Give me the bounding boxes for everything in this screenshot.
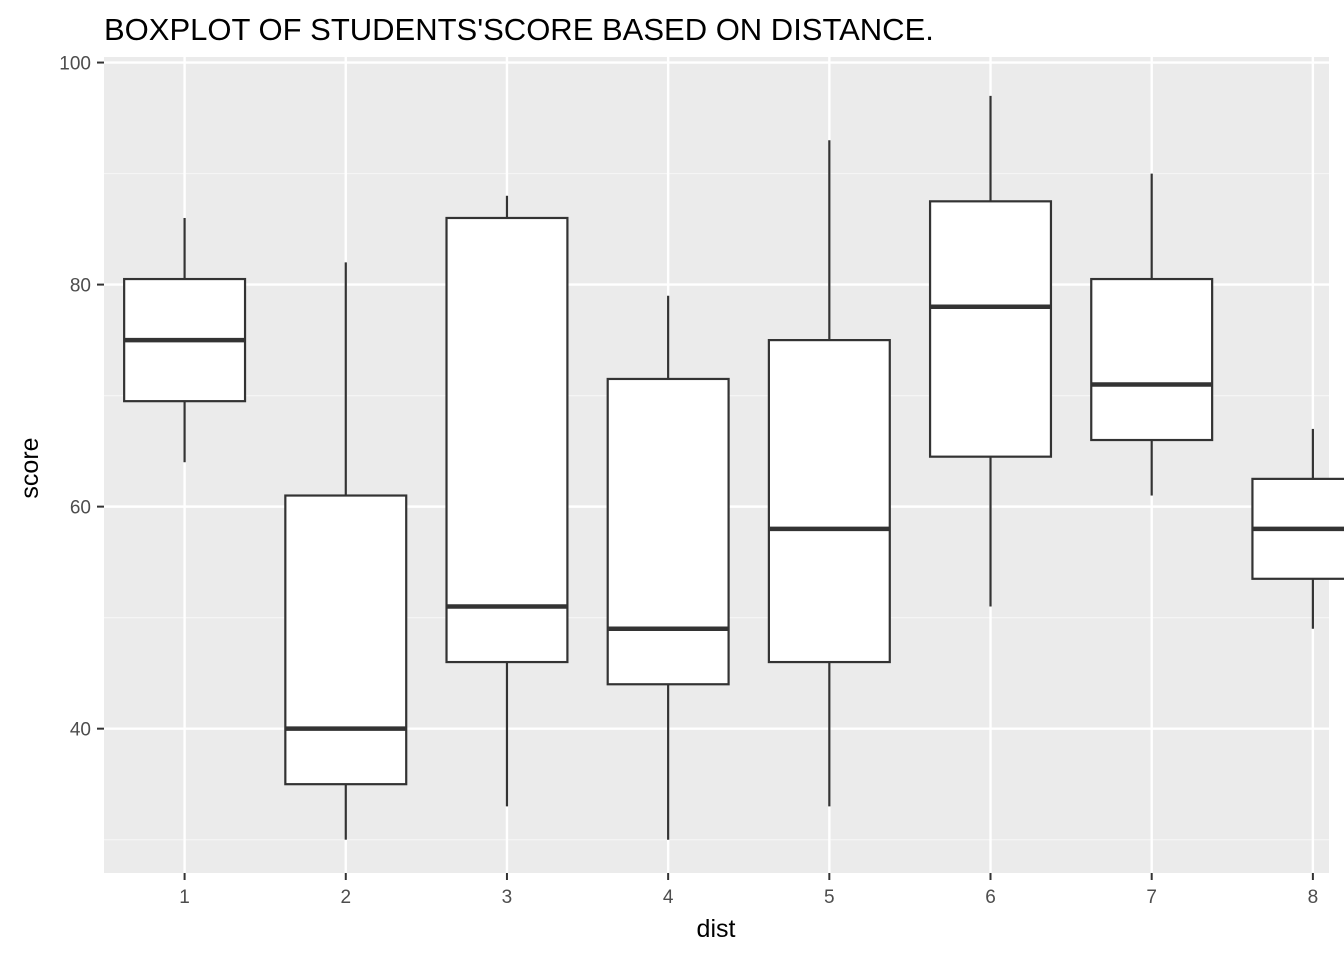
x-tick-label: 7: [1146, 887, 1157, 908]
box-7: [1090, 173, 1214, 496]
y-tick-label: 60: [70, 498, 91, 519]
x-tick-label: 1: [179, 887, 190, 908]
box-1: [123, 217, 247, 463]
box-6: [928, 95, 1053, 607]
y-axis: 40 60 80 100: [59, 54, 104, 741]
box-body: [445, 216, 569, 664]
x-tick-label: 2: [340, 887, 351, 908]
box-8: [1251, 428, 1344, 629]
box-body: [928, 200, 1053, 458]
x-tick-label: 6: [985, 887, 996, 908]
box-body: [284, 494, 408, 786]
x-tick-label: 8: [1308, 887, 1319, 908]
x-tick-label: 3: [502, 887, 513, 908]
box-4: [606, 295, 730, 840]
y-tick-label: 80: [70, 276, 91, 297]
box-body: [1090, 277, 1214, 442]
box-body: [767, 339, 891, 664]
box-body: [606, 377, 730, 686]
box-2: [284, 262, 408, 840]
x-axis: 1 2 3 4 5 6 7 8: [179, 873, 1318, 908]
boxes-layer: [123, 95, 1344, 840]
x-axis-title: dist: [697, 915, 736, 943]
x-tick-label: 4: [663, 887, 674, 908]
y-tick-label: 100: [59, 54, 91, 75]
chart-title: BOXPLOT OF STUDENTS'SCORE BASED ON DISTA…: [104, 12, 934, 47]
box-5: [767, 140, 891, 807]
y-axis-title: score: [16, 437, 44, 498]
x-tick-label: 5: [824, 887, 835, 908]
y-tick-label: 40: [70, 720, 91, 741]
box-3: [445, 195, 569, 807]
